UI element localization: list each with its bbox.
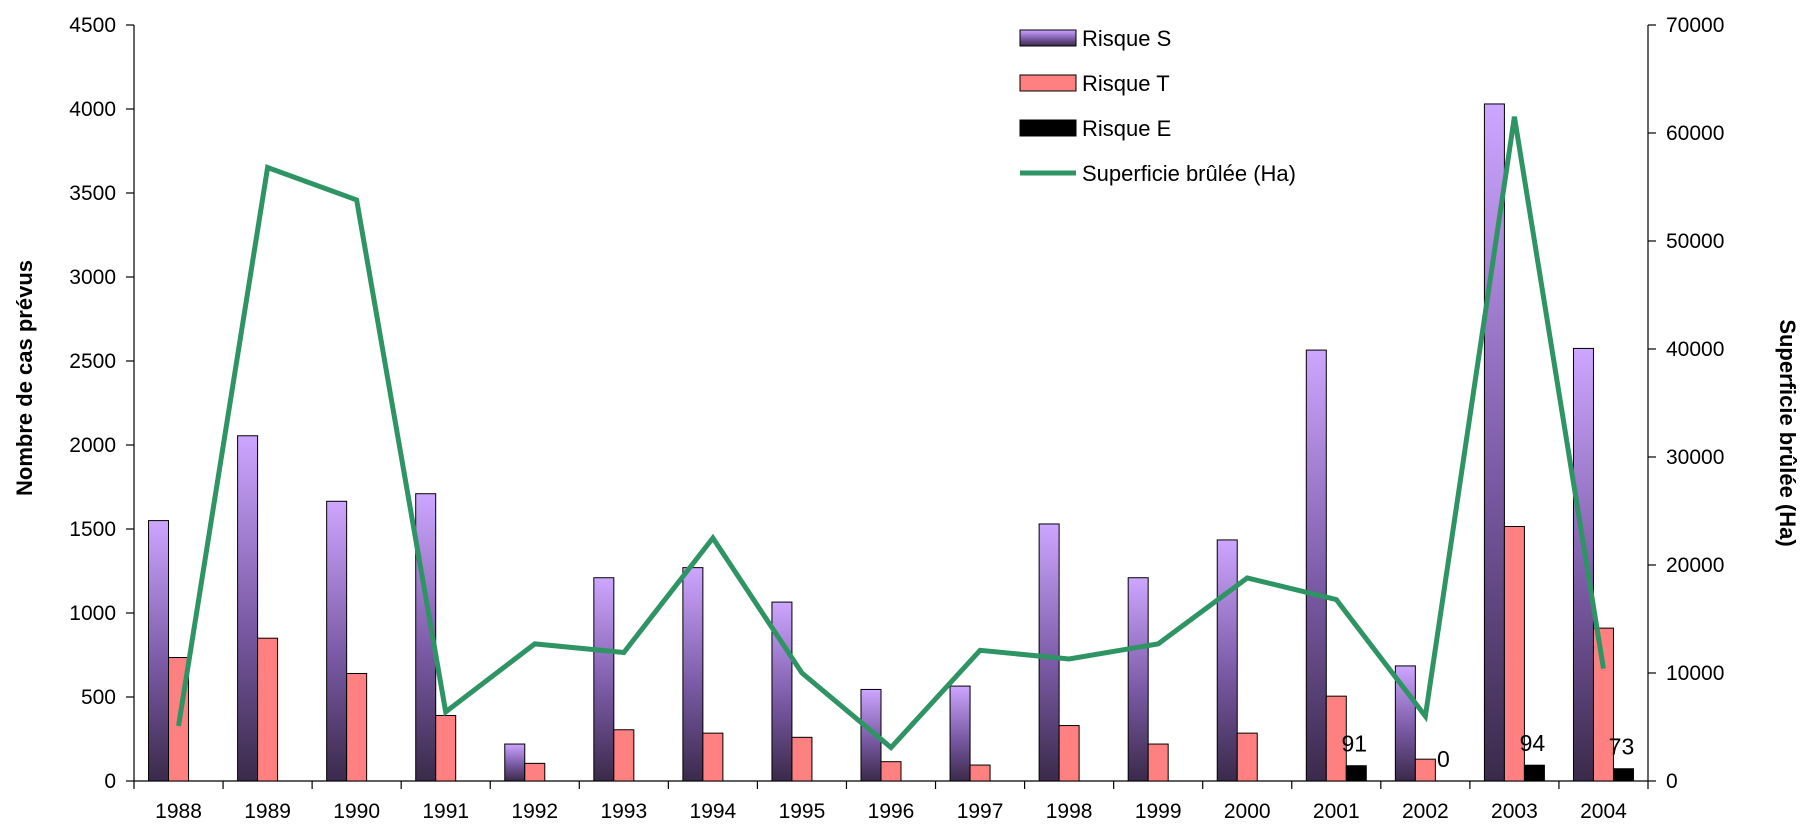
bar-risque-t: [613, 729, 635, 782]
bar-risque-s: [1305, 349, 1327, 782]
y2-tick-label: 0: [1666, 770, 1678, 793]
y-tick-label: 1000: [69, 602, 116, 625]
bar-risque-s: [1127, 577, 1149, 782]
axes: 0 500 1000 1500 2000 2500 3000 3500 4000 4500 0 100…: [12, 14, 1800, 823]
x-tick-label: 1993: [600, 800, 647, 823]
x-tick-label: 1988: [155, 800, 202, 823]
legend-label: Superficie brûlée (Ha): [1082, 161, 1296, 186]
bar-risque-t: [702, 732, 724, 782]
legend-item-risque-e: Risque E: [1019, 116, 1171, 141]
x-tick-label: 1994: [690, 800, 737, 823]
bar-risque-s: [1572, 347, 1594, 782]
bar-risque-s: [593, 577, 615, 782]
bar-risque-s: [949, 685, 971, 782]
x-tick-label: 1996: [868, 800, 915, 823]
y-tick-label: 3000: [69, 266, 116, 289]
y2-tick-label: 50000: [1666, 230, 1724, 253]
x-tick-label: 1997: [957, 800, 1004, 823]
bars: [148, 103, 1634, 782]
y2-tick-label: 20000: [1666, 554, 1724, 577]
y-tick-label: 2500: [69, 350, 116, 373]
x-tick-label: 1998: [1046, 800, 1093, 823]
line-superficie-brulee: [176, 116, 1606, 751]
bar-risque-e: [1345, 765, 1367, 782]
bar-risque-t: [435, 714, 457, 782]
bar-risque-t: [1592, 627, 1614, 782]
x-tick-label: 1992: [511, 800, 558, 823]
bar-risque-t: [524, 762, 546, 782]
x-tick-label: 2002: [1402, 800, 1449, 823]
legend: Risque S Risque T Risque E Superficie brûlé…: [1019, 26, 1296, 186]
y-axis-title: Nombre de cas prévus: [12, 260, 37, 496]
y-tick-label: 3500: [69, 182, 116, 205]
x-tick-label: 1995: [779, 800, 826, 823]
legend-label: Risque T: [1082, 71, 1170, 96]
bar-risque-t: [969, 764, 991, 782]
bar-risque-t: [1058, 725, 1080, 782]
bar-risque-t: [791, 736, 813, 782]
y2-tick-label: 30000: [1666, 446, 1724, 469]
y-tick-label: 4000: [69, 98, 116, 121]
bar-risque-s: [682, 567, 704, 782]
x-tick-label: 1990: [333, 800, 380, 823]
x-tick-label: 1999: [1135, 800, 1182, 823]
bar-risque-s: [860, 688, 882, 782]
labels: 91 0 94 73: [1341, 730, 1634, 772]
data-label-risque-e: 0: [1437, 746, 1450, 772]
legend-label: Risque S: [1082, 26, 1171, 51]
bar-risque-s: [1038, 523, 1060, 782]
legend-label: Risque E: [1082, 116, 1171, 141]
y-tick-label: 2000: [69, 434, 116, 457]
bar-risque-s: [326, 500, 348, 782]
bar-risque-s: [148, 520, 170, 782]
legend-swatch: [1019, 74, 1077, 92]
bar-risque-t: [1503, 525, 1525, 782]
legend-item-risque-t: Risque T: [1019, 71, 1170, 96]
y2-tick-label: 40000: [1666, 338, 1724, 361]
x-tick-label: 1991: [422, 800, 469, 823]
bar-risque-t: [346, 672, 368, 782]
x-tick-label: 2000: [1224, 800, 1271, 823]
bar-risque-t: [1325, 695, 1347, 782]
legend-swatch: [1019, 119, 1077, 137]
bar-risque-s: [1216, 539, 1238, 782]
bar-risque-s: [504, 743, 526, 782]
y2-tick-label: 60000: [1666, 122, 1724, 145]
y-tick-label: 4500: [69, 14, 116, 37]
bar-risque-t: [1147, 743, 1169, 782]
y-tick-label: 1500: [69, 518, 116, 541]
bar-risque-t: [880, 761, 902, 782]
y2-axis-title: Superficie brûlée (Ha): [1775, 319, 1800, 546]
line-layer: [176, 116, 1606, 751]
data-label-risque-e: 94: [1520, 730, 1546, 756]
y-tick-label: 500: [81, 686, 116, 709]
bar-risque-e: [1612, 768, 1634, 782]
x-tick-label: 2003: [1491, 800, 1538, 823]
x-tick-label: 1989: [244, 800, 291, 823]
bar-risque-e: [1523, 764, 1545, 782]
bar-risque-t: [1236, 732, 1258, 782]
x-tick-label: 2004: [1580, 800, 1627, 823]
y2-tick-label: 10000: [1666, 662, 1724, 685]
legend-swatch: [1019, 29, 1077, 47]
bar-risque-t: [1414, 758, 1436, 782]
legend-item-risque-s: Risque S: [1019, 26, 1171, 51]
bar-risque-s: [237, 435, 259, 782]
x-tick-label: 2001: [1313, 800, 1360, 823]
y2-tick-label: 70000: [1666, 14, 1724, 37]
legend-item-superficie: Superficie brûlée (Ha): [1020, 161, 1296, 186]
y-tick-label: 0: [104, 770, 116, 793]
bar-risque-t: [257, 637, 279, 782]
data-label-risque-e: 91: [1341, 731, 1367, 757]
data-label-risque-e: 73: [1609, 734, 1635, 760]
